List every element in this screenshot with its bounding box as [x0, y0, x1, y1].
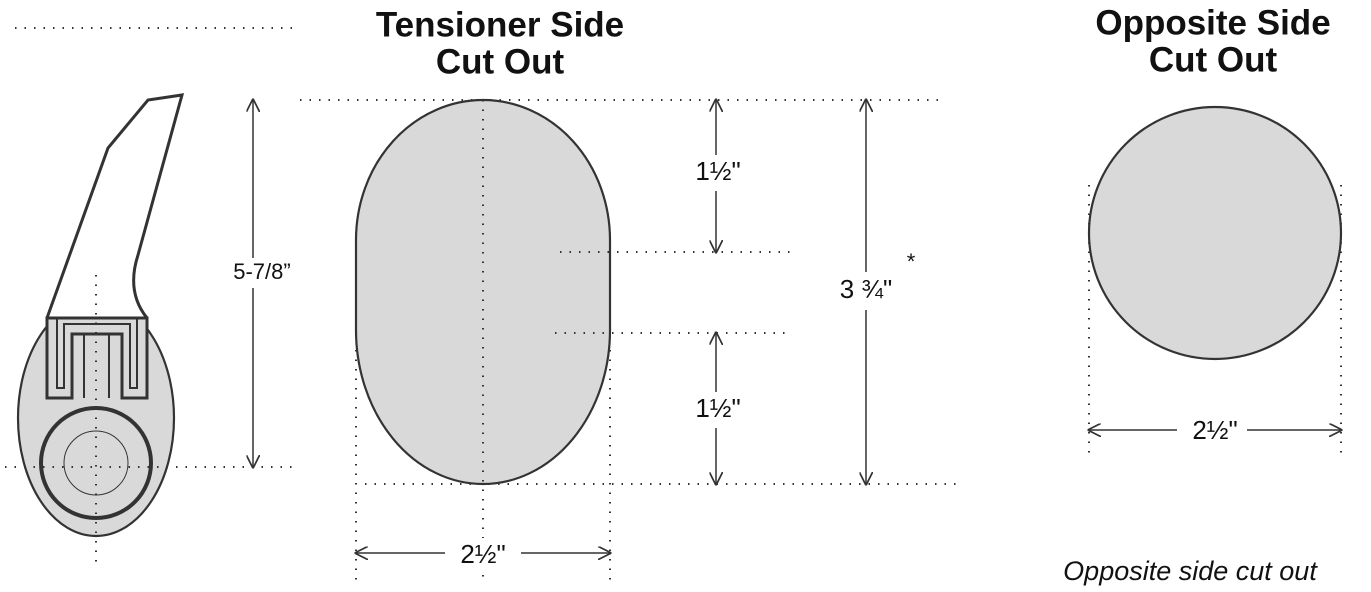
note-mark: *: [907, 249, 916, 274]
total-height: 3 ¾": [840, 274, 893, 304]
width: 2½": [1192, 415, 1237, 445]
title: Opposite Side: [1095, 3, 1330, 42]
upper-height: 1½": [695, 156, 740, 186]
tensioner-arm: [5, 27, 295, 568]
lower-height: 1½": [695, 393, 740, 423]
caption: Opposite side cut out: [1063, 556, 1318, 586]
title: Cut Out: [1149, 40, 1278, 79]
title: Cut Out: [436, 42, 565, 81]
arm-height: 5-7/8”: [233, 259, 290, 284]
width: 2½": [460, 539, 505, 569]
opposite-cutout: [1087, 105, 1343, 361]
title: Tensioner Side: [376, 5, 624, 44]
tensioner-cutout: [354, 98, 612, 486]
